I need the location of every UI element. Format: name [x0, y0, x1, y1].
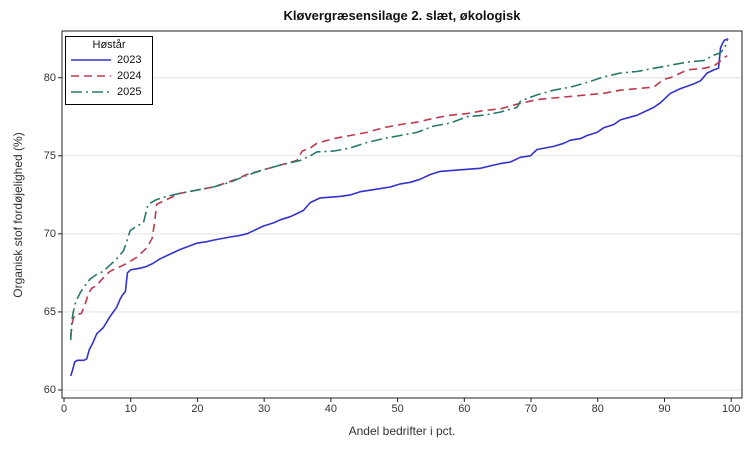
x-tick-label-40: 40 [324, 403, 337, 415]
y-tick-label-70: 70 [43, 227, 56, 240]
y-tick-label-65: 65 [43, 305, 56, 318]
legend-item-2024: 2024 [70, 68, 148, 84]
x-tick-label-80: 80 [591, 403, 604, 415]
legend-line-sample-solid [71, 59, 111, 61]
series-line-2023 [69, 37, 729, 377]
legend-label: 2023 [117, 54, 142, 66]
legend-item-2023: 2023 [70, 52, 148, 68]
x-tick-label-60: 60 [458, 403, 471, 415]
x-tick-label-30: 30 [258, 403, 271, 415]
y-tick-label-60: 60 [43, 384, 56, 396]
legend-item-2025: 2025 [70, 84, 148, 100]
legend-line-sample-dash-dot [71, 91, 111, 93]
plot-border [61, 30, 743, 399]
legend: Høstår 2023 2024 2025 [65, 36, 153, 105]
legend-line-sample-dash [71, 75, 111, 77]
x-tick-label-0: 0 [60, 403, 68, 415]
y-tick-label-80: 80 [43, 71, 56, 84]
x-tick-label-70: 70 [524, 403, 538, 415]
y-axis-label: Organisk stof fordøjelighed (%) [11, 132, 25, 298]
y-tick-label-75: 75 [43, 149, 56, 162]
x-tick-label-20: 20 [191, 403, 204, 415]
chart-title: Kløvergræsensilage 2. slæt, økologisk [283, 8, 521, 23]
legend-title: Høstår [92, 39, 126, 51]
series-line-2024 [69, 55, 728, 337]
x-tick-label-100: 100 [722, 403, 741, 415]
x-tick-label-50: 50 [391, 403, 404, 415]
legend-label: 2025 [117, 86, 142, 98]
legend-label: 2024 [117, 70, 142, 82]
x-axis-label: Andel bedrifter i pct. [348, 424, 456, 438]
legend-rows: 2023 2024 2025 [70, 52, 148, 100]
x-tick-label-90: 90 [658, 403, 671, 415]
x-tick-label-10: 10 [124, 403, 137, 415]
series-line-2025 [69, 38, 729, 341]
